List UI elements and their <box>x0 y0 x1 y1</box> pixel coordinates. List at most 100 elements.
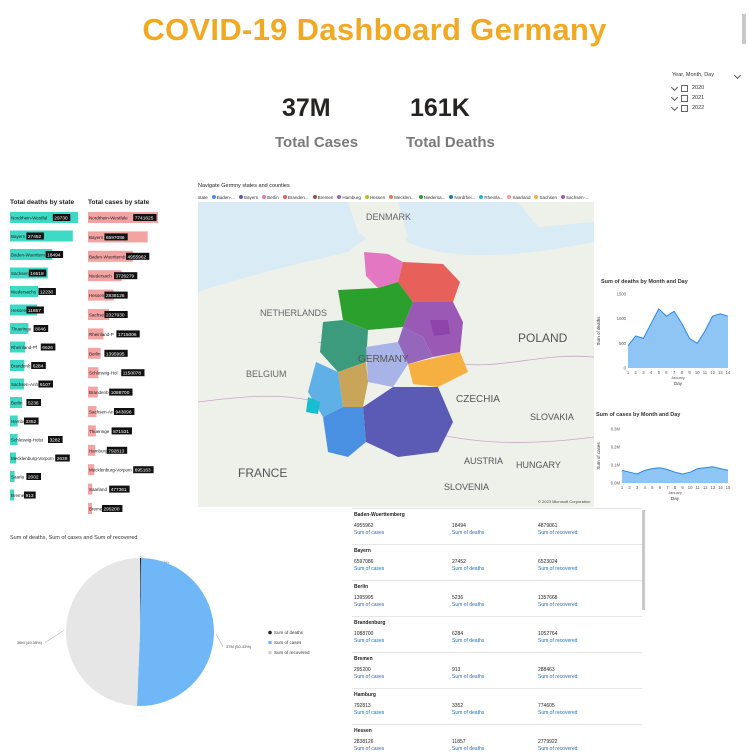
state-card[interactable]: Berlin 1395995 Sum of cases 5236 Sum of deat… <box>352 580 642 616</box>
card-metric-label: Sum of cases <box>354 602 385 608</box>
pie-slice[interactable] <box>65 558 140 706</box>
card-value: 913 <box>452 667 461 673</box>
bar-category-label: Hessen <box>89 293 105 298</box>
slicer-option-2022[interactable]: 2022 <box>670 103 744 113</box>
checkbox[interactable] <box>681 104 688 112</box>
bar[interactable] <box>10 489 14 501</box>
map-legend-item[interactable]: Hamburg <box>337 195 361 200</box>
legend-dot-icon <box>534 195 539 199</box>
state-schleswig-holstein[interactable] <box>364 252 403 288</box>
map-legend-item[interactable]: Sachsen <box>534 195 557 200</box>
germany-map[interactable]: DENMARK NETHERLANDS BELGIUM GERMANY POLA… <box>198 202 594 507</box>
bar-category-label: Sachsen-An <box>89 410 114 415</box>
bar[interactable] <box>10 471 15 482</box>
cards-scrollbar[interactable] <box>642 510 645 610</box>
map-legend-item[interactable]: Rheinla... <box>479 195 503 200</box>
bar[interactable] <box>88 367 99 379</box>
date-slicer[interactable]: Year, Month, Day 2020 2021 2022 <box>670 71 744 113</box>
bar[interactable] <box>10 434 18 445</box>
state-card[interactable]: Hamburg 792813 Sum of cases 3352 Sum of deat… <box>352 688 642 724</box>
bar[interactable] <box>88 406 97 417</box>
bar[interactable] <box>10 341 26 353</box>
state-card[interactable]: Baden-Wuerttemberg 4955962 Sum of cases 184… <box>352 508 642 544</box>
bar[interactable] <box>10 415 18 427</box>
bar-value-bg <box>55 454 70 462</box>
chevron-down-icon[interactable] <box>733 71 742 80</box>
series-line[interactable] <box>621 466 729 475</box>
bar-category-label: Hessen <box>11 308 27 313</box>
bar[interactable] <box>10 249 53 260</box>
bar[interactable] <box>88 289 114 301</box>
map-legend-item[interactable]: Saarland <box>507 195 530 200</box>
card-metric-label: Sum of deaths <box>452 746 485 752</box>
bar-category-label: Saarla <box>11 475 25 480</box>
map-legend-item[interactable]: Mecklen... <box>389 195 415 200</box>
card-value: 4879061 <box>538 523 558 529</box>
state-saarland[interactable] <box>306 397 320 414</box>
map-legend-item[interactable]: Branden... <box>282 195 309 200</box>
bar[interactable] <box>10 212 78 223</box>
bar-value-bg <box>116 330 140 338</box>
y-axis-label: Sum of deaths <box>596 316 601 346</box>
map-legend-item[interactable]: Baden-... <box>211 195 235 200</box>
bar[interactable] <box>88 483 93 495</box>
bar[interactable] <box>10 360 25 371</box>
state-berlin[interactable] <box>430 320 450 336</box>
bar[interactable] <box>88 212 158 223</box>
state-niedersachsen[interactable] <box>338 282 413 330</box>
pie-legend-label[interactable]: Sum of cases <box>274 640 302 645</box>
map-legend-item[interactable]: Hessen <box>364 195 385 200</box>
map-legend-item[interactable]: Bremen <box>312 195 333 200</box>
map-legend-item[interactable]: Nordrhei... <box>449 195 475 200</box>
bar[interactable] <box>88 444 96 456</box>
slicer-option-2021[interactable]: 2021 <box>670 93 744 103</box>
pie-slice[interactable] <box>140 558 142 632</box>
bar[interactable] <box>88 503 92 514</box>
bar[interactable] <box>10 286 38 297</box>
page-scrollbar[interactable] <box>742 14 746 44</box>
x-axis-label: Day <box>671 496 680 501</box>
bar[interactable] <box>88 386 98 398</box>
state-sachsen-anhalt[interactable] <box>398 327 433 364</box>
pie-legend-label[interactable]: Sum of recovered <box>274 650 310 655</box>
state-card[interactable]: Hessen 2838126 Sum of cases 11857 Sum of dea… <box>352 724 642 754</box>
series-line[interactable] <box>627 307 729 347</box>
map-legend-item[interactable]: Berlin <box>262 195 279 200</box>
bar-category-label: Thueringe <box>11 327 32 332</box>
slicer-option-2020[interactable]: 2020 <box>670 83 744 93</box>
map-legend-item[interactable]: Sachsen-... <box>560 195 589 200</box>
state-card[interactable]: Bremen 295200 Sum of cases 913 Sum of deaths… <box>352 652 642 688</box>
pie-title: Sum of deaths, Sum of cases and Sum of r… <box>10 535 138 541</box>
pie-slice[interactable] <box>136 558 214 706</box>
bar[interactable] <box>88 347 101 359</box>
state-hessen[interactable] <box>338 362 368 407</box>
bar[interactable] <box>10 397 22 408</box>
state-nordrhein-westfalen[interactable] <box>320 320 368 372</box>
bar-value-label: 7741625 <box>135 216 154 222</box>
state-card[interactable]: Brandenburg 1088700 Sum of cases 6284 Sum of… <box>352 616 642 652</box>
checkbox[interactable] <box>681 84 688 92</box>
state-thueringen[interactable] <box>366 342 408 387</box>
checkbox[interactable] <box>681 94 688 102</box>
map-legend-item[interactable]: Niedersa... <box>418 195 445 200</box>
bar[interactable] <box>10 304 38 316</box>
bar[interactable] <box>10 452 17 464</box>
bar[interactable] <box>88 250 133 262</box>
bar[interactable] <box>88 328 104 340</box>
state-baden-wuerttemberg[interactable] <box>323 407 366 457</box>
state-sachsen[interactable] <box>408 352 468 387</box>
state-mecklenburg-vorpommern[interactable] <box>398 262 460 302</box>
bar-category-label: Sachse <box>89 313 105 318</box>
x-tick-label: 14 <box>718 485 723 490</box>
map-visual[interactable]: DENMARK NETHERLANDS BELGIUM GERMANY POLA… <box>198 202 594 507</box>
map-legend-item[interactable]: Bayern <box>239 195 258 200</box>
bar[interactable] <box>88 425 96 437</box>
bar[interactable] <box>88 464 95 476</box>
state-bayern[interactable] <box>363 387 453 457</box>
pie-legend-label[interactable]: Sum of deaths <box>274 630 304 635</box>
bar[interactable] <box>88 309 110 320</box>
bar[interactable] <box>88 270 122 282</box>
state-card[interactable]: Bayern 6597086 Sum of cases 27452 Sum of dea… <box>352 544 642 580</box>
bar[interactable] <box>10 378 24 390</box>
bar[interactable] <box>10 323 29 334</box>
